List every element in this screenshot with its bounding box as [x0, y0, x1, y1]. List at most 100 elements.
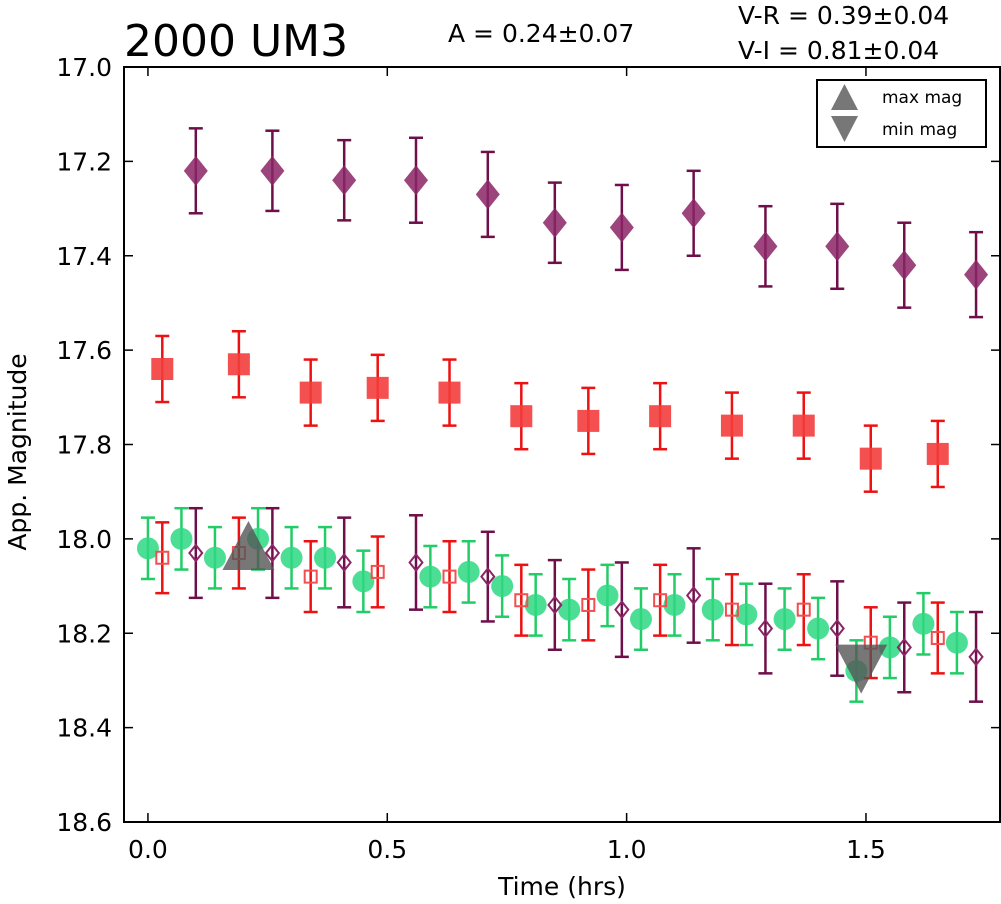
- square-point: [796, 602, 811, 617]
- diamond-point: [829, 618, 845, 639]
- square-point: [581, 597, 596, 612]
- diamond-point: [404, 165, 428, 196]
- y-tick-label: 17.4: [56, 242, 112, 271]
- circle-point: [629, 608, 652, 631]
- square-point: [155, 550, 170, 565]
- diamond-point: [892, 250, 917, 281]
- x-tick-label: 1.5: [846, 835, 886, 864]
- series-4-diamond-open: [188, 506, 984, 703]
- x-tick-label: 1.0: [607, 835, 647, 864]
- min-mag-marker: [835, 644, 888, 694]
- diamond-point: [753, 231, 778, 262]
- diamond-point: [547, 595, 563, 615]
- square-point: [649, 405, 672, 428]
- diamond-point: [264, 543, 281, 563]
- x-axis-label: Time (hrs): [497, 872, 626, 901]
- circle-point: [701, 598, 724, 621]
- diamond-point: [757, 618, 774, 639]
- circle-point: [457, 560, 480, 583]
- x-tick-label: 0.0: [128, 835, 168, 864]
- axis-ticks: 0.0 0.5 1.0 1.5 17.0 17.2 17.4 17.6 17.8 18.0 18.2…: [56, 53, 1000, 864]
- diamond-point: [609, 212, 634, 243]
- color-index-v-i: V-I = 0.81±0.04: [738, 36, 939, 65]
- circle-point: [878, 636, 901, 659]
- circle-point: [419, 565, 442, 588]
- circle-point: [945, 631, 968, 654]
- square-point: [366, 376, 389, 399]
- square-point: [299, 381, 322, 404]
- circle-point: [170, 527, 193, 550]
- square-point: [792, 414, 815, 437]
- square-point: [926, 442, 949, 465]
- x-tick-label: 0.5: [367, 835, 407, 864]
- diamond-point: [332, 165, 357, 196]
- square-point: [227, 353, 250, 376]
- circle-point: [912, 612, 935, 635]
- square-point: [724, 602, 739, 617]
- y-tick-label: 18.4: [56, 714, 112, 743]
- y-tick-label: 17.8: [56, 431, 112, 460]
- diamond-point: [183, 155, 208, 186]
- diamond-point: [542, 207, 567, 238]
- chart-title: 2000 UM3: [124, 16, 348, 67]
- series-2-circle-filled: [136, 506, 968, 703]
- diamond-point: [475, 179, 500, 210]
- series-0-diamond-filled: [183, 127, 989, 319]
- legend: max mag min mag: [816, 79, 987, 148]
- y-tick-label: 18.6: [56, 808, 112, 837]
- legend-min-mag-label: min mag: [882, 120, 957, 140]
- diamond-point: [681, 198, 706, 229]
- diamond-point: [480, 567, 496, 587]
- square-point: [653, 593, 668, 608]
- y-tick-label: 18.0: [56, 525, 112, 554]
- diamond-point: [614, 600, 630, 620]
- square-point: [930, 630, 945, 645]
- square-point: [442, 569, 457, 584]
- square-point: [370, 564, 385, 579]
- circle-point: [735, 603, 758, 626]
- diamond-point: [896, 637, 912, 658]
- circle-point: [136, 537, 159, 560]
- circle-point: [352, 570, 375, 593]
- square-point: [303, 569, 318, 584]
- y-tick-label: 18.2: [56, 619, 112, 648]
- amplitude-label: A = 0.24±0.07: [448, 19, 634, 48]
- circle-point: [558, 598, 581, 621]
- square-point: [438, 381, 461, 404]
- square-point: [514, 593, 529, 608]
- extrema-markers: [222, 521, 888, 694]
- circle-point: [663, 593, 686, 616]
- max-mag-marker: [222, 521, 275, 571]
- circle-point: [203, 546, 226, 569]
- series-3-square-open: [155, 516, 945, 680]
- circle-point: [773, 608, 796, 631]
- diamond-point: [260, 155, 285, 186]
- diamond-point: [685, 585, 702, 606]
- plot-frame: [123, 66, 1001, 823]
- circle-point: [314, 546, 337, 569]
- y-tick-label: 17.0: [56, 53, 112, 82]
- square-point: [577, 409, 600, 432]
- legend-max-mag-triangle-icon: [831, 84, 858, 110]
- square-point: [510, 405, 533, 428]
- diamond-point: [408, 552, 424, 573]
- diamond-point: [188, 543, 204, 563]
- diamond-point: [825, 231, 850, 262]
- y-axis-label: App. Magnitude: [3, 353, 32, 550]
- series-1-square-filled: [151, 330, 949, 493]
- legend-min-mag-triangle-icon: [831, 116, 858, 142]
- square-point: [859, 447, 882, 470]
- circle-point: [807, 617, 830, 640]
- square-point: [720, 414, 743, 437]
- circle-point: [491, 575, 514, 598]
- plot-area: [136, 127, 989, 703]
- color-index-v-r: V-R = 0.39±0.04: [738, 1, 949, 30]
- diamond-point: [336, 552, 352, 573]
- diamond-point: [968, 647, 984, 667]
- circle-point: [280, 546, 303, 569]
- legend-max-mag-label: max mag: [882, 88, 962, 108]
- square-point: [151, 358, 174, 380]
- y-tick-label: 17.2: [56, 147, 112, 176]
- diamond-point: [964, 259, 989, 290]
